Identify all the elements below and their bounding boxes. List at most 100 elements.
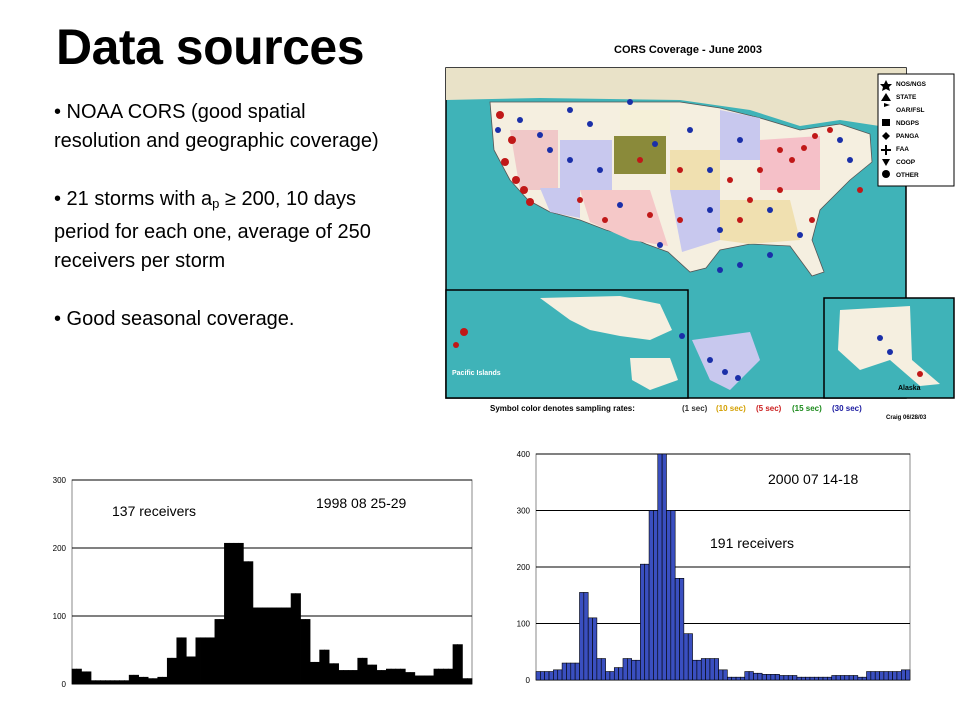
bullet-cors: • NOAA CORS (good spatial resolution and… <box>54 101 379 152</box>
chart1-bar <box>347 670 354 685</box>
rate-30sec: (30 sec) <box>832 404 862 413</box>
chart2-bar <box>874 671 880 681</box>
state-southeast <box>720 200 800 244</box>
svg-text:PANGA: PANGA <box>896 133 919 140</box>
chart1-bar <box>309 661 316 685</box>
chart1-bar <box>352 670 359 685</box>
chart1-bar <box>419 675 425 685</box>
chart2-bar <box>800 676 806 681</box>
chart2-bar <box>553 669 559 681</box>
chart2-bars <box>535 453 911 681</box>
chart1-bar <box>466 678 473 685</box>
chart1-bar <box>266 607 273 685</box>
chart1-bar <box>224 542 230 685</box>
chart2-bar <box>827 676 833 681</box>
chart2-bar <box>622 658 628 681</box>
map-title: CORS Coverage - June 2003 <box>614 44 762 56</box>
bullet-seasonal: • Good seasonal coverage. <box>54 308 295 330</box>
chart2-annotation: 191 receivers <box>710 535 794 551</box>
chart2-bar <box>679 578 685 681</box>
svg-text:OAR/FSL: OAR/FSL <box>896 107 925 114</box>
chart1-bar <box>314 661 320 685</box>
chart2-bar <box>757 672 763 681</box>
svg-text:OTHER: OTHER <box>896 172 919 179</box>
central-america <box>692 332 760 390</box>
chart1-bar <box>447 668 454 685</box>
chart1-bar <box>257 607 263 685</box>
chart2-bar <box>700 658 706 681</box>
map-legend <box>877 73 955 187</box>
chart2-bar <box>770 674 776 681</box>
chart1-bar <box>424 675 430 685</box>
chart2-bar <box>840 675 846 681</box>
chart2-bar <box>540 671 545 681</box>
chart1-bar <box>100 680 106 685</box>
chart2-bar <box>696 659 702 681</box>
chart1-bar <box>95 680 101 685</box>
state-greatlakes <box>720 110 760 160</box>
chart1-bar <box>357 657 363 685</box>
chart1-bar <box>452 644 459 685</box>
state-colorado <box>560 140 612 190</box>
chart2-bar <box>657 453 663 681</box>
chart1-bar <box>414 675 420 685</box>
chart1-annotation: 137 receivers <box>112 503 196 519</box>
chart2-ytick-label: 100 <box>517 620 531 629</box>
chart2-bar <box>848 675 854 681</box>
chart1-bar <box>276 607 282 685</box>
chart2-bar <box>787 675 793 681</box>
chart2-bar <box>818 676 824 681</box>
chart2-bar <box>544 671 550 681</box>
chart1-bar <box>128 674 135 685</box>
chart1-bar <box>166 657 173 685</box>
chart1-bar <box>157 676 163 685</box>
chart2-bar <box>727 676 732 681</box>
chart2-bar <box>613 667 619 681</box>
chart1-bar <box>162 676 168 685</box>
chart1-bar <box>195 637 201 685</box>
chart2-bar <box>861 676 867 681</box>
chart2-ytick-label: 200 <box>517 563 531 572</box>
chart2-bar <box>618 667 624 681</box>
chart1-ytick-label: 100 <box>53 612 67 621</box>
bullet-list: • NOAA CORS (good spatial resolution and… <box>54 98 384 334</box>
chart2-bar <box>557 669 563 681</box>
chart1-bar <box>105 680 111 685</box>
chart1-bar <box>333 663 339 685</box>
chart2-bar <box>566 662 572 681</box>
chart1-bar <box>281 607 287 685</box>
chart1-bar <box>147 678 154 685</box>
chart2-ytick-label: 0 <box>526 676 531 685</box>
inset-pacific-asia <box>540 296 672 340</box>
slide-title: Data sources <box>56 19 365 75</box>
rate-10sec: (10 sec) <box>716 404 746 413</box>
chart1-bar <box>233 542 239 685</box>
chart1-bar <box>109 680 116 685</box>
chart1-bar <box>324 649 330 685</box>
chart1-bar <box>385 668 392 685</box>
map-legend-entries: NOS/NGS STATE OAR/FSL NDGPS PANGA FAA CO… <box>896 81 927 179</box>
chart1-bar <box>457 644 463 685</box>
chart2-bar <box>705 658 711 681</box>
chart1-bar <box>343 670 349 685</box>
svg-text:NOS/NGS: NOS/NGS <box>896 81 927 88</box>
chart2-bar <box>609 671 615 681</box>
chart2-bar <box>687 633 693 681</box>
map-caption: Symbol color denotes sampling rates: <box>490 404 635 413</box>
chart2-bar <box>718 669 724 681</box>
chart1-title: 1998 08 25-29 <box>316 495 407 511</box>
chart1-bar <box>133 674 139 685</box>
chart2-yticks: 0 100 200 300 400 <box>517 450 531 685</box>
chart2-bar <box>892 671 898 681</box>
chart2-bar <box>683 633 689 681</box>
chart2-bar <box>896 671 902 681</box>
chart1-bar <box>390 668 397 685</box>
svg-text:COOP: COOP <box>896 159 916 166</box>
state-midwest <box>670 150 720 190</box>
chart2-bar <box>748 671 754 681</box>
chart2-bar <box>753 672 759 681</box>
chart1-bar <box>200 637 206 685</box>
ap-subscript: p <box>212 196 220 211</box>
chart2-bar <box>853 675 859 681</box>
chart1-bar <box>400 668 406 685</box>
